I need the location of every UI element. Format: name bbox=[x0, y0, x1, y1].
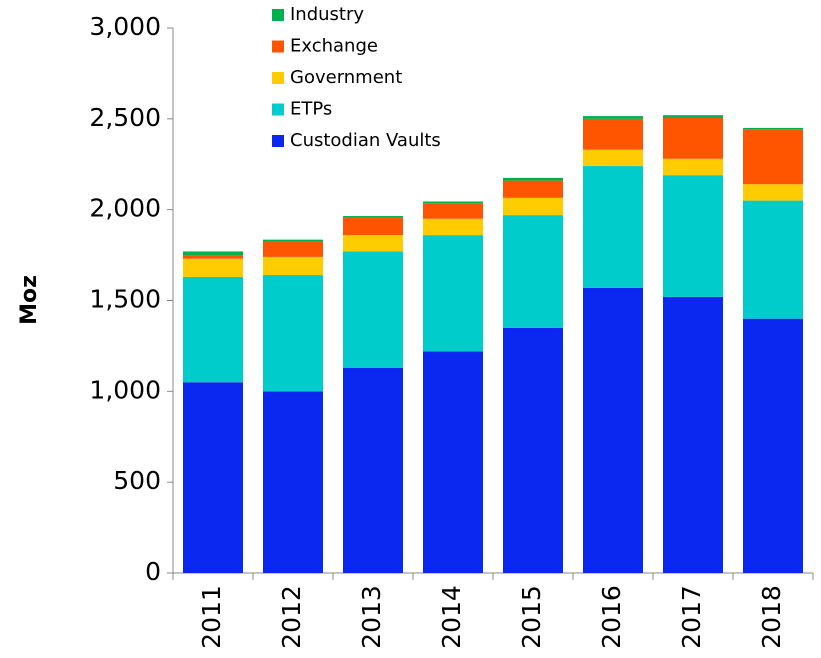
bar-segment bbox=[583, 118, 643, 150]
bar-segment bbox=[263, 275, 323, 392]
x-tick-label: 2013 bbox=[357, 585, 386, 649]
legend-swatch bbox=[272, 103, 284, 116]
bar-segment bbox=[263, 239, 323, 242]
x-tick-label: 2011 bbox=[197, 585, 226, 649]
y-tick-label: 2,000 bbox=[89, 194, 161, 223]
legend-label: Custodian Vaults bbox=[290, 130, 441, 151]
y-tick-label: 2,500 bbox=[89, 103, 161, 132]
bar-segment bbox=[343, 251, 403, 368]
legend-swatch bbox=[272, 9, 284, 21]
x-tick-label: 2015 bbox=[517, 585, 546, 649]
bar-segment bbox=[263, 391, 323, 573]
bar-segment bbox=[183, 258, 243, 277]
bar-segment bbox=[743, 129, 803, 185]
bar-segment bbox=[503, 197, 563, 216]
x-tick-label: 2014 bbox=[437, 585, 466, 649]
x-tick-label: 2012 bbox=[277, 585, 306, 649]
bar-segment bbox=[183, 276, 243, 383]
bar-segment bbox=[503, 180, 563, 198]
bar-segment bbox=[423, 351, 483, 573]
bar-segment bbox=[343, 217, 403, 236]
bar-segment bbox=[263, 241, 323, 257]
bar-segment bbox=[583, 166, 643, 288]
legend-label: ETPs bbox=[290, 99, 332, 120]
bar-segment bbox=[343, 367, 403, 573]
y-tick-label: 1,000 bbox=[89, 375, 161, 404]
legend-label: Industry bbox=[290, 4, 364, 25]
bar-segment bbox=[663, 115, 723, 118]
x-tick-label: 2016 bbox=[597, 585, 626, 649]
bar-segment bbox=[743, 318, 803, 573]
bar-segment bbox=[503, 215, 563, 328]
bar-segment bbox=[743, 127, 803, 130]
legend-swatch bbox=[272, 135, 284, 147]
bar-segment bbox=[583, 149, 643, 167]
bar-segment bbox=[503, 177, 563, 181]
bar-segment bbox=[423, 235, 483, 352]
bar-segment bbox=[663, 117, 723, 159]
legend-swatch bbox=[272, 40, 284, 53]
y-tick-label: 1,500 bbox=[89, 285, 161, 314]
bar-segment bbox=[663, 175, 723, 297]
bar-segment bbox=[343, 216, 403, 218]
legend-label: Exchange bbox=[290, 36, 378, 57]
x-tick-label: 2018 bbox=[757, 585, 786, 649]
bar-segment bbox=[423, 201, 483, 204]
bar-segment bbox=[183, 251, 243, 256]
bar-segment bbox=[183, 382, 243, 573]
bar-segment bbox=[503, 327, 563, 573]
y-tick-label: 0 bbox=[145, 557, 161, 586]
bar-segment bbox=[743, 200, 803, 319]
bar-segment bbox=[183, 255, 243, 259]
legend-swatch bbox=[272, 72, 284, 84]
bar-segment bbox=[263, 256, 323, 276]
bar-segment bbox=[343, 235, 403, 252]
bar-segment bbox=[743, 184, 803, 201]
y-tick-label: 500 bbox=[113, 466, 161, 495]
bar-segment bbox=[423, 218, 483, 236]
y-axis-label: Moz bbox=[17, 275, 42, 325]
y-tick-label: 3,000 bbox=[89, 12, 161, 41]
bar-segment bbox=[583, 287, 643, 573]
bar-segment bbox=[663, 296, 723, 573]
bar-segment bbox=[423, 203, 483, 219]
bar-segment bbox=[583, 116, 643, 119]
x-tick-label: 2017 bbox=[677, 585, 706, 649]
legend-label: Government bbox=[290, 67, 402, 88]
bar-segment bbox=[663, 158, 723, 176]
